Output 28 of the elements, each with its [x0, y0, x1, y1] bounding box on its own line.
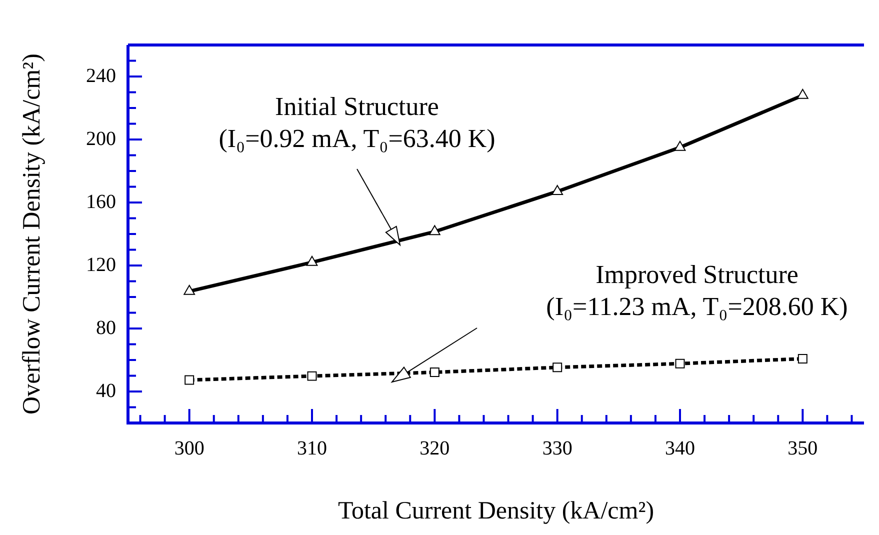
x-axis-title: Total Current Density (kA/cm²) [338, 498, 654, 525]
x-tick-label: 330 [542, 437, 572, 460]
annotation: Initial Structure (I₀=0.92 mA, T₀=63.40 K) [218, 92, 496, 153]
x-tick-label: 340 [665, 437, 695, 460]
y-tick-label: 40 [96, 380, 116, 402]
point [184, 284, 196, 295]
point [307, 371, 317, 381]
y-tick-label: 160 [86, 190, 116, 213]
point [184, 375, 194, 385]
x-tick-label: 320 [420, 437, 450, 460]
y-axis-title: Overflow Current Density (kA/cm²) [18, 54, 46, 414]
y-tick-label: 80 [96, 316, 116, 339]
y-tick-label: 240 [86, 64, 116, 87]
x-tick-label: 310 [297, 437, 327, 460]
point [552, 362, 562, 372]
x-tick-label: 300 [174, 437, 204, 460]
point [552, 184, 564, 195]
point [428, 225, 440, 236]
point [675, 358, 685, 368]
y-tick-label: 200 [86, 128, 116, 150]
point [430, 368, 440, 378]
point [674, 140, 686, 151]
x-tick-label: 350 [788, 437, 818, 460]
point [306, 256, 318, 266]
point [798, 354, 808, 364]
annotation: Improved Structure (I₀=11.23 mA, T₀=208.60 K) [546, 260, 848, 321]
point [796, 88, 808, 99]
y-tick-label: 120 [86, 254, 116, 276]
